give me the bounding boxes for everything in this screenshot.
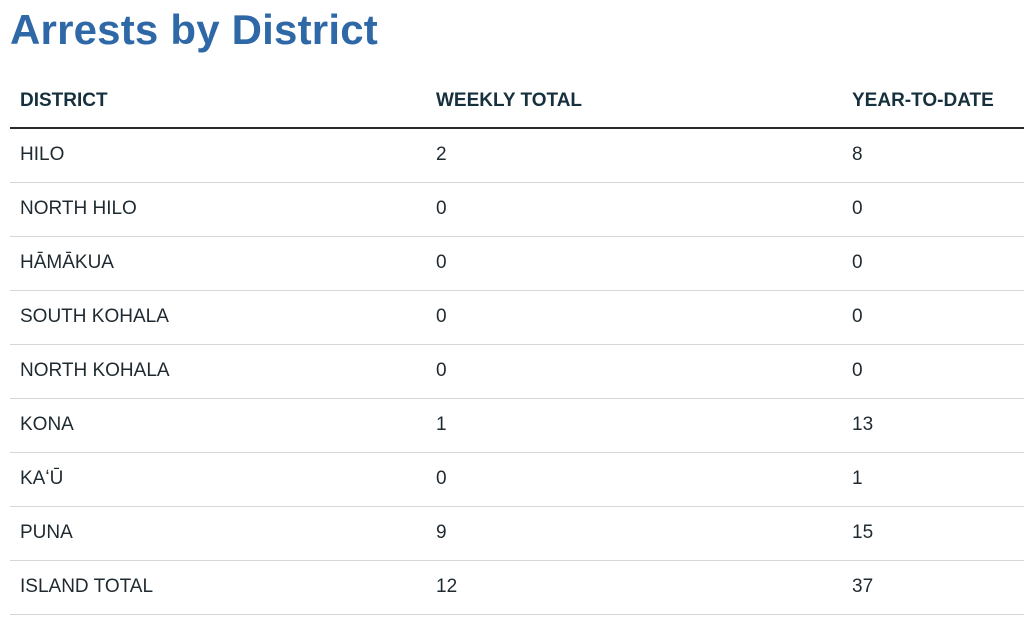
table-row: HĀMĀKUA 0 0 [10, 236, 1024, 291]
weekly-total-cell: 9 [426, 506, 842, 561]
district-cell: KAʻŪ [10, 452, 426, 507]
table-header: DISTRICT WEEKLY TOTAL YEAR-TO-DATE [10, 74, 1024, 129]
year-to-date-cell: 37 [842, 560, 1024, 615]
table-row: HILO 2 8 [10, 128, 1024, 183]
table-row: SOUTH KOHALA 0 0 [10, 290, 1024, 345]
weekly-total-cell: 0 [426, 290, 842, 345]
table-header-row: DISTRICT WEEKLY TOTAL YEAR-TO-DATE [10, 74, 1024, 129]
table-row-island-total: ISLAND TOTAL 12 37 [10, 560, 1024, 615]
arrests-table: DISTRICT WEEKLY TOTAL YEAR-TO-DATE HILO … [10, 74, 1024, 615]
column-header-weekly-total: WEEKLY TOTAL [426, 74, 842, 129]
weekly-total-cell: 1 [426, 398, 842, 453]
year-to-date-cell: 0 [842, 344, 1024, 399]
district-cell: HĀMĀKUA [10, 236, 426, 291]
table-row: KAʻŪ 0 1 [10, 452, 1024, 507]
year-to-date-cell: 0 [842, 290, 1024, 345]
year-to-date-cell: 0 [842, 182, 1024, 237]
column-header-year-to-date: YEAR-TO-DATE [842, 74, 1024, 129]
weekly-total-cell: 0 [426, 236, 842, 291]
table-row: NORTH KOHALA 0 0 [10, 344, 1024, 399]
district-cell: ISLAND TOTAL [10, 560, 426, 615]
weekly-total-cell: 2 [426, 128, 842, 183]
district-cell: KONA [10, 398, 426, 453]
weekly-total-cell: 0 [426, 452, 842, 507]
column-header-district: DISTRICT [10, 74, 426, 129]
district-cell: HILO [10, 128, 426, 183]
year-to-date-cell: 0 [842, 236, 1024, 291]
table-row: PUNA 9 15 [10, 506, 1024, 561]
district-cell: NORTH HILO [10, 182, 426, 237]
year-to-date-cell: 8 [842, 128, 1024, 183]
table-row: NORTH HILO 0 0 [10, 182, 1024, 237]
weekly-total-cell: 12 [426, 560, 842, 615]
page-title: Arrests by District [10, 6, 378, 53]
year-to-date-cell: 15 [842, 506, 1024, 561]
table-row: KONA 1 13 [10, 398, 1024, 453]
year-to-date-cell: 1 [842, 452, 1024, 507]
weekly-total-cell: 0 [426, 344, 842, 399]
year-to-date-cell: 13 [842, 398, 1024, 453]
table-body: HILO 2 8 NORTH HILO 0 0 HĀMĀKUA 0 0 SOUT… [10, 128, 1024, 615]
district-cell: SOUTH KOHALA [10, 290, 426, 345]
district-cell: PUNA [10, 506, 426, 561]
weekly-total-cell: 0 [426, 182, 842, 237]
district-cell: NORTH KOHALA [10, 344, 426, 399]
